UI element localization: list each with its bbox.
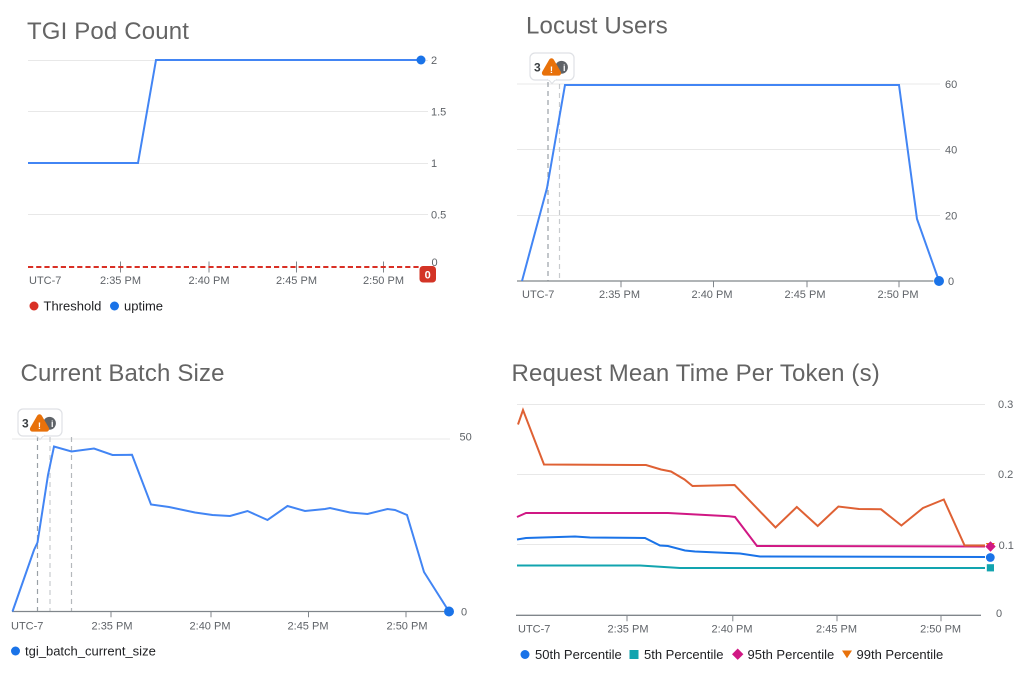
svg-text:2:50 PM: 2:50 PM	[878, 289, 919, 301]
svg-text:TGI Pod Count: TGI Pod Count	[27, 18, 189, 45]
svg-text:Threshold: Threshold	[44, 299, 102, 314]
svg-text:20: 20	[945, 211, 957, 223]
svg-text:uptime: uptime	[124, 299, 163, 314]
svg-text:0.5: 0.5	[431, 210, 446, 222]
svg-text:UTC-7: UTC-7	[29, 275, 61, 287]
svg-text:0.2: 0.2	[998, 469, 1013, 481]
svg-text:2:40 PM: 2:40 PM	[712, 624, 753, 636]
svg-text:UTC-7: UTC-7	[11, 621, 43, 633]
svg-text:i: i	[51, 419, 54, 429]
svg-text:2:50 PM: 2:50 PM	[920, 624, 961, 636]
svg-text:99th Percentile: 99th Percentile	[857, 647, 944, 662]
svg-text:0: 0	[948, 276, 954, 288]
svg-text:0.1: 0.1	[999, 540, 1014, 552]
svg-text:0.3: 0.3	[998, 399, 1013, 411]
svg-text:0: 0	[425, 270, 431, 282]
svg-text:0: 0	[996, 608, 1002, 620]
svg-text:0: 0	[461, 607, 467, 619]
svg-text:2:35 PM: 2:35 PM	[608, 624, 649, 636]
svg-text:2:40 PM: 2:40 PM	[692, 289, 733, 301]
svg-text:2:35 PM: 2:35 PM	[92, 621, 133, 633]
svg-text:UTC-7: UTC-7	[522, 289, 554, 301]
svg-text:50th Percentile: 50th Percentile	[535, 647, 622, 662]
svg-text:3: 3	[22, 417, 29, 431]
svg-text:2:40 PM: 2:40 PM	[189, 275, 230, 287]
svg-text:!: !	[550, 65, 553, 76]
svg-text:UTC-7: UTC-7	[518, 624, 550, 636]
svg-text:3: 3	[534, 61, 541, 75]
svg-text:40: 40	[945, 145, 957, 157]
svg-text:!: !	[38, 421, 41, 432]
svg-text:2:35 PM: 2:35 PM	[599, 289, 640, 301]
svg-text:1.5: 1.5	[431, 107, 446, 119]
svg-text:2:45 PM: 2:45 PM	[816, 624, 857, 636]
svg-text:Current Batch Size: Current Batch Size	[21, 360, 225, 387]
svg-text:1: 1	[431, 158, 437, 170]
svg-text:i: i	[563, 63, 566, 73]
svg-text:2:50 PM: 2:50 PM	[387, 621, 428, 633]
svg-text:5th Percentile: 5th Percentile	[644, 647, 724, 662]
svg-text:0: 0	[432, 257, 438, 269]
svg-text:2:45 PM: 2:45 PM	[288, 621, 329, 633]
svg-text:2:50 PM: 2:50 PM	[363, 275, 404, 287]
svg-text:2: 2	[431, 55, 437, 67]
svg-text:2:45 PM: 2:45 PM	[276, 275, 317, 287]
svg-text:2:35 PM: 2:35 PM	[100, 275, 141, 287]
svg-text:2:45 PM: 2:45 PM	[785, 289, 826, 301]
svg-text:60: 60	[945, 79, 957, 91]
svg-text:Request Mean Time Per Token (s: Request Mean Time Per Token (s)	[512, 360, 880, 387]
svg-text:Locust Users: Locust Users	[526, 13, 668, 40]
svg-text:50: 50	[460, 432, 472, 444]
svg-text:95th Percentile: 95th Percentile	[748, 647, 835, 662]
svg-text:2:40 PM: 2:40 PM	[190, 621, 231, 633]
svg-text:tgi_batch_current_size: tgi_batch_current_size	[25, 644, 156, 659]
